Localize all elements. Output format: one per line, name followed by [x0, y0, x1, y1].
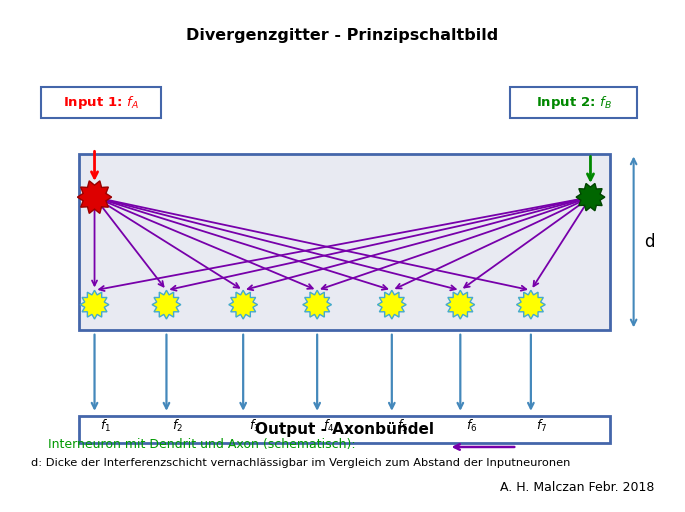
Polygon shape: [229, 290, 258, 319]
Text: Interneuron mit Dendrit und Axon (schematisch):: Interneuron mit Dendrit und Axon (schema…: [48, 438, 356, 451]
Text: $f_{3}$: $f_{3}$: [249, 418, 260, 434]
Text: d: Dicke der Interferenzschicht vernachlässigbar im Vergleich zum Abstand der In: d: Dicke der Interferenzschicht vernachl…: [31, 458, 570, 468]
Text: Divergenzgitter - Prinzipschaltbild: Divergenzgitter - Prinzipschaltbild: [186, 28, 499, 43]
Polygon shape: [576, 183, 605, 211]
FancyBboxPatch shape: [510, 87, 637, 118]
Text: $f_{2}$: $f_{2}$: [172, 418, 183, 434]
Bar: [79, 154, 610, 330]
Text: Input 1: $f_A$: Input 1: $f_A$: [63, 94, 139, 111]
Text: Input 2: $f_B$: Input 2: $f_B$: [536, 94, 612, 111]
Text: $f_{7}$: $f_{7}$: [536, 418, 547, 434]
Text: $f_{5}$: $f_{5}$: [397, 418, 408, 434]
Bar: [79, 416, 610, 443]
Text: Output - Axonbündel: Output - Axonbündel: [255, 422, 434, 437]
Polygon shape: [377, 290, 406, 319]
FancyBboxPatch shape: [41, 87, 161, 118]
Polygon shape: [152, 290, 181, 319]
Polygon shape: [446, 290, 475, 319]
Polygon shape: [77, 181, 112, 214]
Text: d: d: [644, 233, 654, 251]
Polygon shape: [80, 290, 109, 319]
Text: $f_{4}$: $f_{4}$: [323, 418, 334, 434]
Text: $f_{1}$: $f_{1}$: [100, 418, 111, 434]
Text: A. H. Malczan Febr. 2018: A. H. Malczan Febr. 2018: [500, 481, 654, 494]
Polygon shape: [516, 290, 545, 319]
Polygon shape: [303, 290, 332, 319]
Text: $f_{6}$: $f_{6}$: [466, 418, 477, 434]
